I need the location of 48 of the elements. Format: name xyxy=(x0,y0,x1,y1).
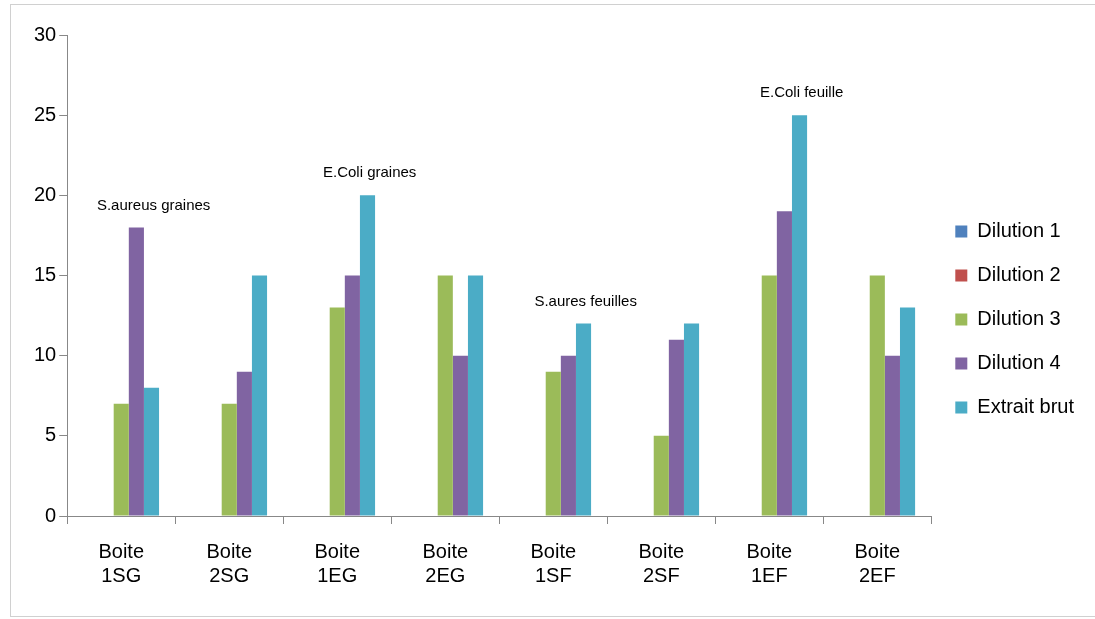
bar xyxy=(545,371,561,516)
annotation: E.Coli graines xyxy=(322,163,417,181)
x-tick-label: Boite 1EF xyxy=(746,539,793,586)
annotation: E.Coli feuille xyxy=(760,83,844,101)
bar xyxy=(869,275,885,516)
bar xyxy=(128,227,144,516)
bar xyxy=(653,435,669,516)
x-tick-label: Boite 2EF xyxy=(854,539,901,586)
legend-label: Dilution 3 xyxy=(977,307,1061,330)
bar xyxy=(791,115,808,516)
bar xyxy=(113,403,129,516)
bar xyxy=(143,387,160,516)
legend-label: Dilution 2 xyxy=(977,263,1061,286)
legend-label: Extrait brut xyxy=(977,395,1075,418)
y-tick-label: 15 xyxy=(34,263,57,286)
y-tick-label: 5 xyxy=(45,423,57,446)
bar xyxy=(329,307,345,516)
bar xyxy=(236,371,252,516)
x-tick-label: Boite 1SF xyxy=(530,539,577,586)
bar xyxy=(560,355,576,516)
x-tick-label: Boite 2SF xyxy=(638,539,685,586)
bar xyxy=(668,339,684,516)
bar xyxy=(344,275,360,516)
bar xyxy=(467,275,484,516)
y-tick-label: 25 xyxy=(34,102,57,125)
legend-label: Dilution 1 xyxy=(977,219,1061,242)
bar xyxy=(251,275,268,516)
annotation: S.aureus graines xyxy=(96,195,211,213)
bar xyxy=(575,323,592,516)
annotation: S.aures feuilles xyxy=(534,291,637,309)
y-tick-label: 0 xyxy=(45,503,57,526)
bar xyxy=(437,275,453,516)
bar xyxy=(683,323,700,516)
y-tick-label: 30 xyxy=(34,22,57,45)
x-tick-label: Boite 2EG xyxy=(422,539,469,586)
x-tick-label: Boite 1EG xyxy=(314,539,361,586)
y-tick-label: 20 xyxy=(34,182,57,205)
bar xyxy=(221,403,237,516)
bar xyxy=(359,195,376,516)
legend-label: Dilution 4 xyxy=(977,351,1061,374)
bar xyxy=(761,275,777,516)
x-tick-label: Boite 2SG xyxy=(206,539,253,586)
bar xyxy=(884,355,900,516)
bar xyxy=(776,211,792,516)
x-tick-label: Boite 1SG xyxy=(98,539,145,586)
bar xyxy=(899,307,916,516)
y-tick-label: 10 xyxy=(34,343,57,366)
bar xyxy=(452,355,468,516)
